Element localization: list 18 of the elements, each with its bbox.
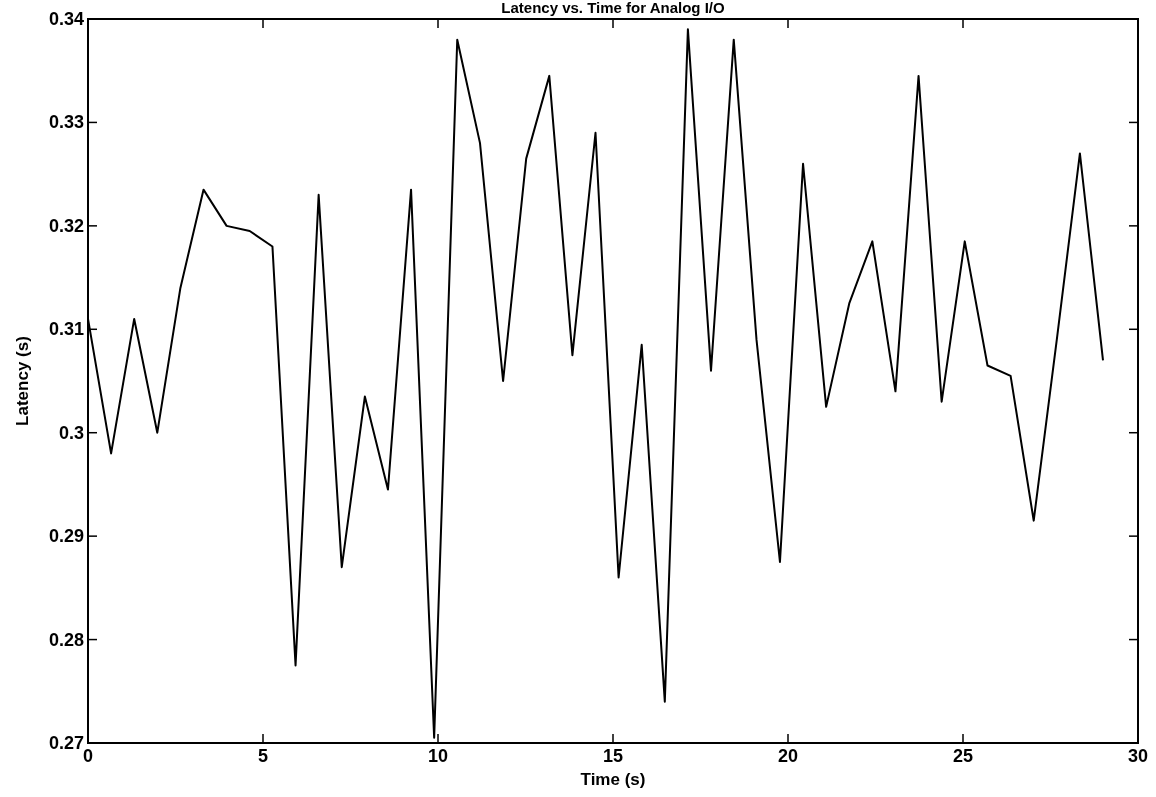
y-tick-label: 0.33 bbox=[48, 112, 84, 133]
y-tick-label: 0.3 bbox=[58, 422, 84, 443]
y-tick-label: 0.34 bbox=[48, 9, 84, 29]
x-tick-label: 20 bbox=[777, 746, 799, 766]
x-tick-label: 15 bbox=[602, 746, 624, 766]
x-axis-title: Time (s) bbox=[580, 770, 646, 789]
y-tick-label: 0.31 bbox=[48, 319, 84, 340]
chart-title: Latency vs. Time for Analog I/O bbox=[501, 0, 726, 16]
x-tick-label: 5 bbox=[257, 746, 269, 766]
y-tick-label: 0.27 bbox=[48, 733, 84, 753]
y-tick-label: 0.32 bbox=[48, 215, 84, 236]
x-tick-label: 0 bbox=[82, 746, 94, 766]
y-axis-title: Latency (s) bbox=[13, 336, 32, 426]
y-tick-label: 0.28 bbox=[48, 629, 84, 650]
x-tick-label: 10 bbox=[427, 746, 449, 766]
x-tick-label: 30 bbox=[1127, 746, 1149, 766]
x-tick-label: 25 bbox=[952, 746, 974, 766]
y-tick-label: 0.29 bbox=[48, 526, 84, 547]
